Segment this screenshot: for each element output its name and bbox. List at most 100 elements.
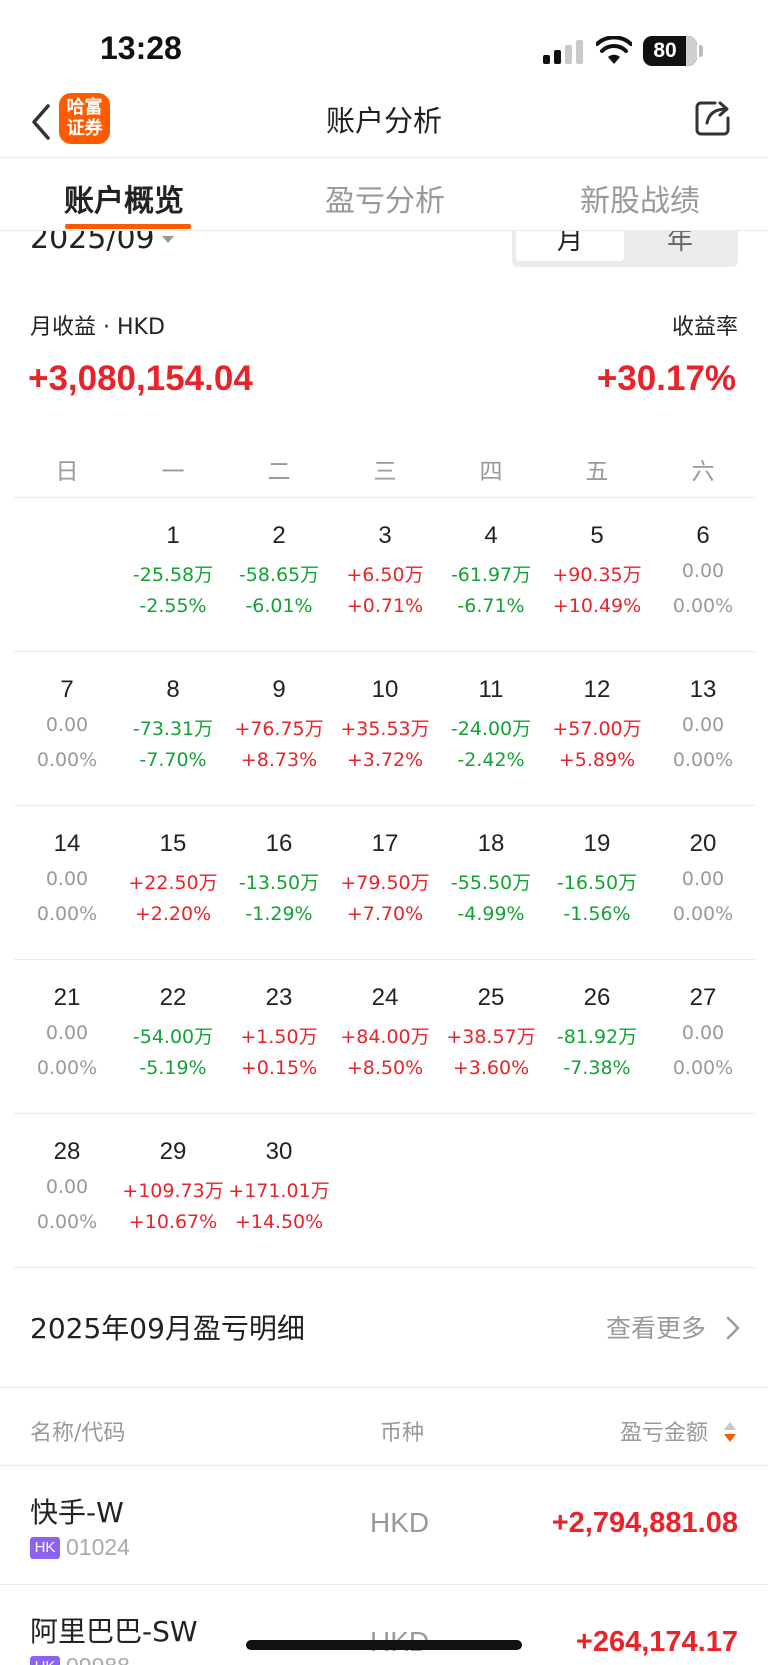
caret-down-icon[interactable] (162, 236, 174, 243)
home-indicator[interactable] (246, 1640, 522, 1650)
calendar-day-cell[interactable]: 9 +76.75万 +8.73% (226, 652, 332, 806)
calendar-day-rate: +8.73% (240, 749, 318, 771)
calendar-day-amount: 0.00 (681, 560, 725, 582)
calendar-day-rate: 0.00% (36, 749, 98, 771)
column-currency: 币种 (380, 1421, 425, 1446)
tab-pnl-analysis[interactable]: 盈亏分析 (325, 184, 445, 219)
calendar-day-number: 6 (696, 522, 710, 549)
calendar-day-rate: +3.60% (452, 1057, 530, 1079)
calendar-day-number: 1 (166, 522, 180, 549)
calendar-day-amount: +84.00万 (340, 1026, 430, 1048)
weekday-wed: 三 (373, 459, 397, 485)
stock-currency: HKD (370, 1507, 430, 1538)
battery-level: 80 (653, 39, 677, 62)
calendar-day-number: 17 (371, 830, 399, 857)
tab-account-overview[interactable]: 账户概览 (64, 184, 184, 219)
calendar-day-cell[interactable]: 11 -24.00万 -2.42% (438, 652, 544, 806)
calendar-day-rate: +10.67% (128, 1211, 218, 1233)
weekday-sat: 六 (691, 459, 715, 485)
pnl-detail-header: 2025年09月盈亏明细 查看更多 (0, 1290, 768, 1380)
stock-code: 01024 (66, 1534, 130, 1560)
column-pnl-amount[interactable]: 盈亏金额 (620, 1421, 709, 1446)
calendar-day-amount: -81.92万 (556, 1026, 638, 1048)
view-more-link[interactable]: 查看更多 (606, 1314, 707, 1343)
weekday-header: 日 一 二 三 四 五 六 (14, 448, 756, 498)
calendar-day-cell[interactable]: 20 0.00 0.00% (650, 806, 756, 960)
calendar-day-number: 9 (272, 676, 286, 703)
sort-icon[interactable] (723, 1421, 737, 1443)
calendar-day-amount: -13.50万 (238, 872, 320, 894)
calendar-day-cell[interactable]: 22 -54.00万 -5.19% (120, 960, 226, 1114)
segment-year[interactable]: 年 (666, 226, 693, 256)
calendar-day-cell[interactable]: 3 +6.50万 +0.71% (332, 498, 438, 652)
calendar-day-cell[interactable]: 18 -55.50万 -4.99% (438, 806, 544, 960)
share-icon[interactable] (693, 98, 733, 138)
calendar-day-number: 16 (265, 830, 293, 857)
calendar-day-number: 13 (689, 676, 717, 703)
chevron-left-icon[interactable] (26, 100, 56, 144)
calendar-day-amount: +109.73万 (122, 1180, 224, 1202)
calendar-day-amount: +6.50万 (346, 564, 424, 586)
calendar-day-cell[interactable]: 24 +84.00万 +8.50% (332, 960, 438, 1114)
pnl-table-header: 名称/代码 币种 盈亏金额 (0, 1390, 768, 1466)
weekday-thu: 四 (479, 459, 503, 485)
calendar-day-number: 15 (159, 830, 187, 857)
calendar-day-amount: 0.00 (45, 868, 89, 890)
calendar-day-rate: +0.15% (240, 1057, 318, 1079)
calendar-day-cell[interactable]: 25 +38.57万 +3.60% (438, 960, 544, 1114)
nav-bar: 哈富 证券 账户分析 (0, 90, 768, 156)
table-row[interactable]: 快手-W HK 01024 HKD +2,794,881.08 (0, 1467, 768, 1585)
chevron-right-icon[interactable] (726, 1316, 740, 1340)
calendar-day-cell[interactable]: 26 -81.92万 -7.38% (544, 960, 650, 1114)
calendar-week-row: 21 0.00 0.00% 22 -54.00万 -5.19% 23 +1.50万 +0.15%… (14, 960, 756, 1114)
status-time: 13:28 (100, 30, 182, 66)
calendar-day-number: 19 (583, 830, 611, 857)
calendar-day-amount: +22.50万 (128, 872, 218, 894)
market-badge: HK (30, 1656, 60, 1665)
calendar-day-cell[interactable]: 27 0.00 0.00% (650, 960, 756, 1114)
calendar-day-cell[interactable]: 19 -16.50万 -1.56% (544, 806, 650, 960)
stock-pnl: +264,174.17 (575, 1626, 738, 1658)
calendar-day-cell[interactable]: 28 0.00 0.00% (14, 1114, 120, 1268)
calendar-day-rate: -6.71% (457, 595, 525, 617)
calendar-day-cell[interactable]: 5 +90.35万 +10.49% (544, 498, 650, 652)
calendar-day-amount: +57.00万 (552, 718, 642, 740)
calendar-day-cell[interactable]: 6 0.00 0.00% (650, 498, 756, 652)
calendar-day-amount: -25.58万 (132, 564, 214, 586)
calendar-day-number: 7 (60, 676, 74, 703)
calendar-day-rate: 0.00% (36, 1211, 98, 1233)
calendar-day-cell[interactable]: 16 -13.50万 -1.29% (226, 806, 332, 960)
calendar-day-number: 22 (159, 984, 187, 1011)
calendar-day-cell[interactable]: 15 +22.50万 +2.20% (120, 806, 226, 960)
calendar-day-amount: -54.00万 (132, 1026, 214, 1048)
calendar-day-cell[interactable]: 14 0.00 0.00% (14, 806, 120, 960)
calendar-day-cell[interactable]: 30 +171.01万 +14.50% (226, 1114, 332, 1268)
calendar-day-cell[interactable]: 12 +57.00万 +5.89% (544, 652, 650, 806)
calendar-day-cell[interactable]: 17 +79.50万 +7.70% (332, 806, 438, 960)
calendar-day-amount: -55.50万 (450, 872, 532, 894)
calendar-day-rate: +2.20% (134, 903, 212, 925)
stock-code: 09988 (66, 1653, 130, 1665)
calendar-day-rate: -1.29% (245, 903, 313, 925)
calendar-day-cell[interactable]: 4 -61.97万 -6.71% (438, 498, 544, 652)
calendar-day-cell[interactable]: 2 -58.65万 -6.01% (226, 498, 332, 652)
calendar-day-rate: 0.00% (672, 595, 734, 617)
calendar-day-amount: +76.75万 (234, 718, 324, 740)
calendar-day-cell[interactable]: 1 -25.58万 -2.55% (120, 498, 226, 652)
tab-ipo-record[interactable]: 新股战绩 (580, 184, 700, 219)
calendar-day-number: 21 (53, 984, 81, 1011)
calendar-week-row: 14 0.00 0.00% 15 +22.50万 +2.20% 16 -13.50万 -1.29… (14, 806, 756, 960)
calendar-day-cell[interactable]: 8 -73.31万 -7.70% (120, 652, 226, 806)
calendar-day-amount: -24.00万 (450, 718, 532, 740)
calendar-day-cell[interactable]: 13 0.00 0.00% (650, 652, 756, 806)
return-rate-label: 收益率 (671, 315, 738, 340)
calendar-day-cell[interactable]: 10 +35.53万 +3.72% (332, 652, 438, 806)
calendar-day-cell[interactable]: 21 0.00 0.00% (14, 960, 120, 1114)
calendar-day-cell[interactable]: 23 +1.50万 +0.15% (226, 960, 332, 1114)
calendar-day-cell[interactable]: 29 +109.73万 +10.67% (120, 1114, 226, 1268)
calendar-day-cell[interactable]: 7 0.00 0.00% (14, 652, 120, 806)
table-row[interactable]: 阿里巴巴-SW HK 09988 HKD +264,174.17 (0, 1586, 768, 1665)
calendar-day-rate: 0.00% (36, 903, 98, 925)
calendar-day-number: 27 (689, 984, 717, 1011)
market-badge: HK (30, 1537, 60, 1559)
